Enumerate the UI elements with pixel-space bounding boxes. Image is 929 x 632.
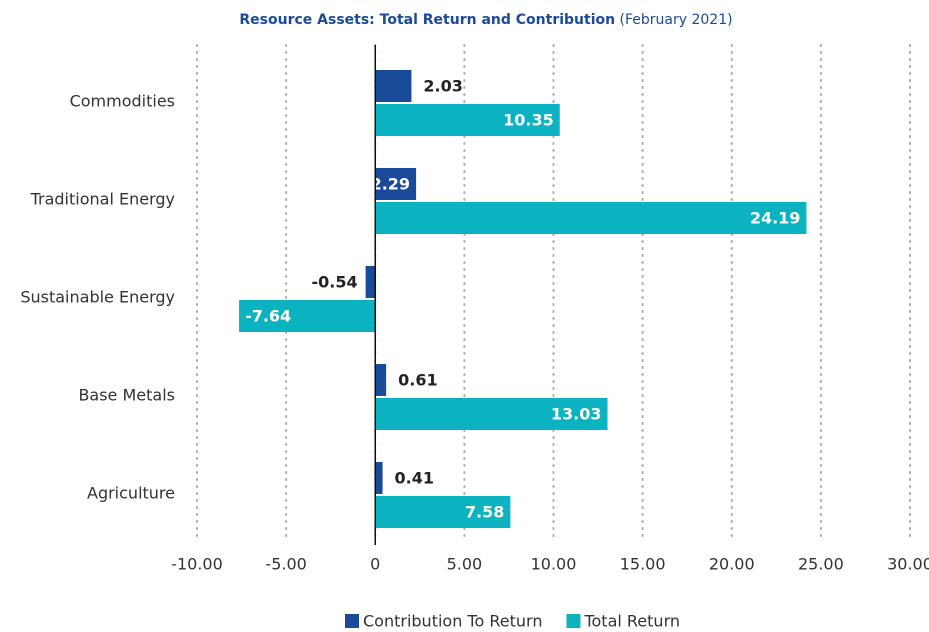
x-tick-label: 10.00 [531, 555, 577, 574]
legend-swatch [345, 614, 359, 628]
bar [375, 104, 560, 136]
x-tick-label: 5.00 [447, 555, 483, 574]
chart-title: Resource Assets: Total Return and Contri… [239, 12, 732, 28]
x-tick-label: 0 [370, 555, 380, 574]
value-label: 0.61 [398, 371, 437, 390]
legend-label: Contribution To Return [363, 612, 542, 631]
bar [375, 168, 417, 200]
y-tick-label: Agriculture [87, 484, 175, 503]
x-tick-label: 30.00 [887, 555, 929, 574]
bar [375, 364, 387, 396]
y-tick-label: Sustainable Energy [20, 288, 175, 307]
x-tick-label: -10.00 [171, 555, 223, 574]
bar [375, 398, 608, 430]
value-label: 7.58 [465, 503, 504, 522]
value-label: 10.35 [503, 111, 554, 130]
bar [375, 202, 807, 234]
legend-swatch [566, 614, 581, 628]
value-label: 2.03 [423, 77, 462, 96]
bar [365, 266, 376, 298]
value-label: 0.41 [395, 469, 434, 488]
subtitle: (February 2021) [620, 12, 733, 28]
value-label: 24.19 [750, 209, 801, 228]
x-tick-label: 15.00 [620, 555, 666, 574]
value-label: 2.29 [371, 175, 410, 194]
y-tick-label: Base Metals [78, 386, 175, 405]
bar [375, 70, 412, 102]
value-label: -0.54 [311, 273, 357, 292]
x-tick-label: -5.00 [265, 555, 306, 574]
y-tick-label: Traditional Energy [30, 190, 175, 209]
title: Resource Assets: Total Return and Contri… [239, 12, 615, 28]
bar [239, 300, 376, 332]
bar [375, 496, 511, 528]
x-tick-label: 20.00 [709, 555, 755, 574]
legend-label: Total Return [583, 612, 680, 631]
x-tick-label: 25.00 [798, 555, 844, 574]
y-tick-label: Commodities [70, 92, 175, 111]
bar [375, 462, 383, 494]
value-label: -7.64 [245, 307, 291, 326]
value-label: 13.03 [551, 405, 602, 424]
